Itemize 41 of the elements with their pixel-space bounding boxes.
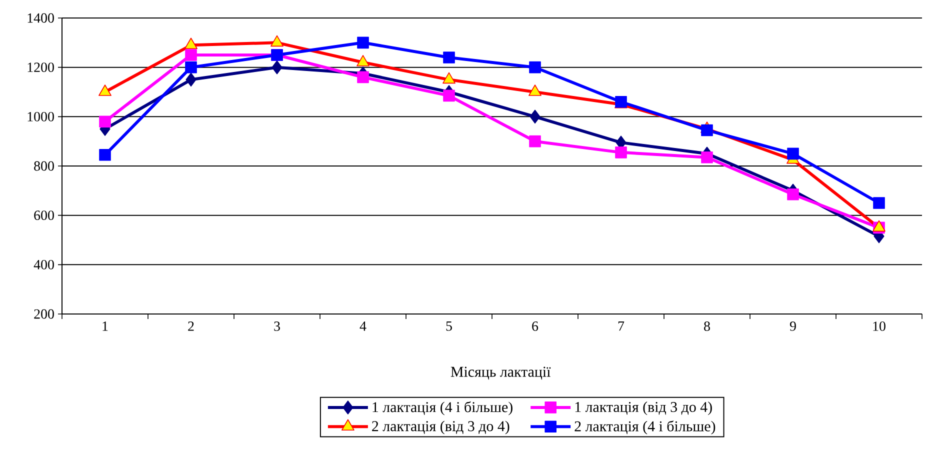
x-axis-title: Місяць лактації (450, 366, 551, 380)
legend-label: 1 лактація (від 3 до 4) (575, 402, 712, 416)
point (443, 90, 455, 102)
point (99, 116, 111, 128)
x-tick-label: 10 (873, 322, 886, 331)
point (701, 124, 713, 136)
y-tick-label: 600 (34, 210, 54, 220)
point (787, 148, 799, 160)
point (701, 151, 713, 164)
y-tick-label: 1200 (28, 62, 54, 72)
point (185, 61, 197, 74)
x-tick-label: 4 (360, 322, 366, 331)
x-tick-label: 3 (274, 322, 280, 331)
y-tick-label: 1400 (28, 13, 54, 23)
y-tick-label: 400 (34, 260, 54, 270)
x-tick-label: 6 (532, 322, 538, 331)
point (357, 36, 369, 49)
x-tick-label: 7 (618, 322, 624, 331)
point (443, 52, 455, 64)
x-tick-label: 5 (446, 322, 452, 331)
point (99, 149, 111, 161)
y-tick-label: 200 (34, 309, 54, 319)
x-tick-label: 1 (102, 322, 108, 331)
x-tick-label: 9 (790, 322, 796, 331)
y-tick-label: 1000 (28, 112, 54, 122)
point (357, 71, 369, 84)
point (186, 72, 196, 87)
y-tick-label: 800 (34, 161, 54, 171)
point (530, 110, 540, 124)
legend-label: 1 лактація (4 і більше) (372, 401, 512, 416)
point (873, 197, 885, 209)
point (615, 146, 627, 158)
point (529, 61, 541, 74)
point (185, 49, 197, 61)
point (787, 188, 799, 200)
x-tick-label: 8 (704, 322, 710, 331)
legend-label: 2 лактація (4 і більше) (574, 420, 716, 434)
legend-label: 2 лактація (від 3 до 4) (372, 420, 510, 434)
point (529, 135, 541, 148)
x-tick-label: 2 (188, 322, 194, 331)
point (272, 60, 282, 74)
